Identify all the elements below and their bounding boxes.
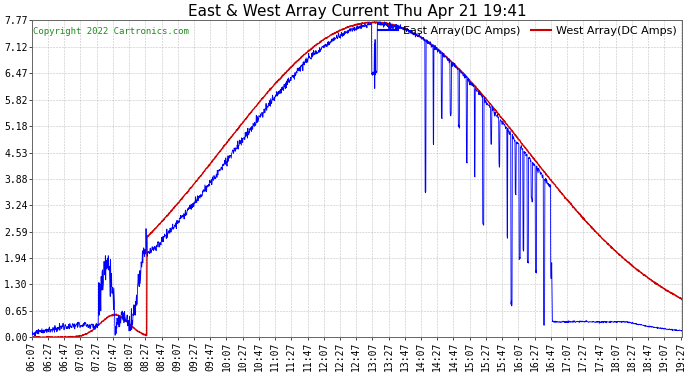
Title: East & West Array Current Thu Apr 21 19:41: East & West Array Current Thu Apr 21 19:…: [188, 4, 526, 19]
Legend: East Array(DC Amps), West Array(DC Amps): East Array(DC Amps), West Array(DC Amps): [379, 26, 677, 36]
Text: Copyright 2022 Cartronics.com: Copyright 2022 Cartronics.com: [33, 27, 189, 36]
